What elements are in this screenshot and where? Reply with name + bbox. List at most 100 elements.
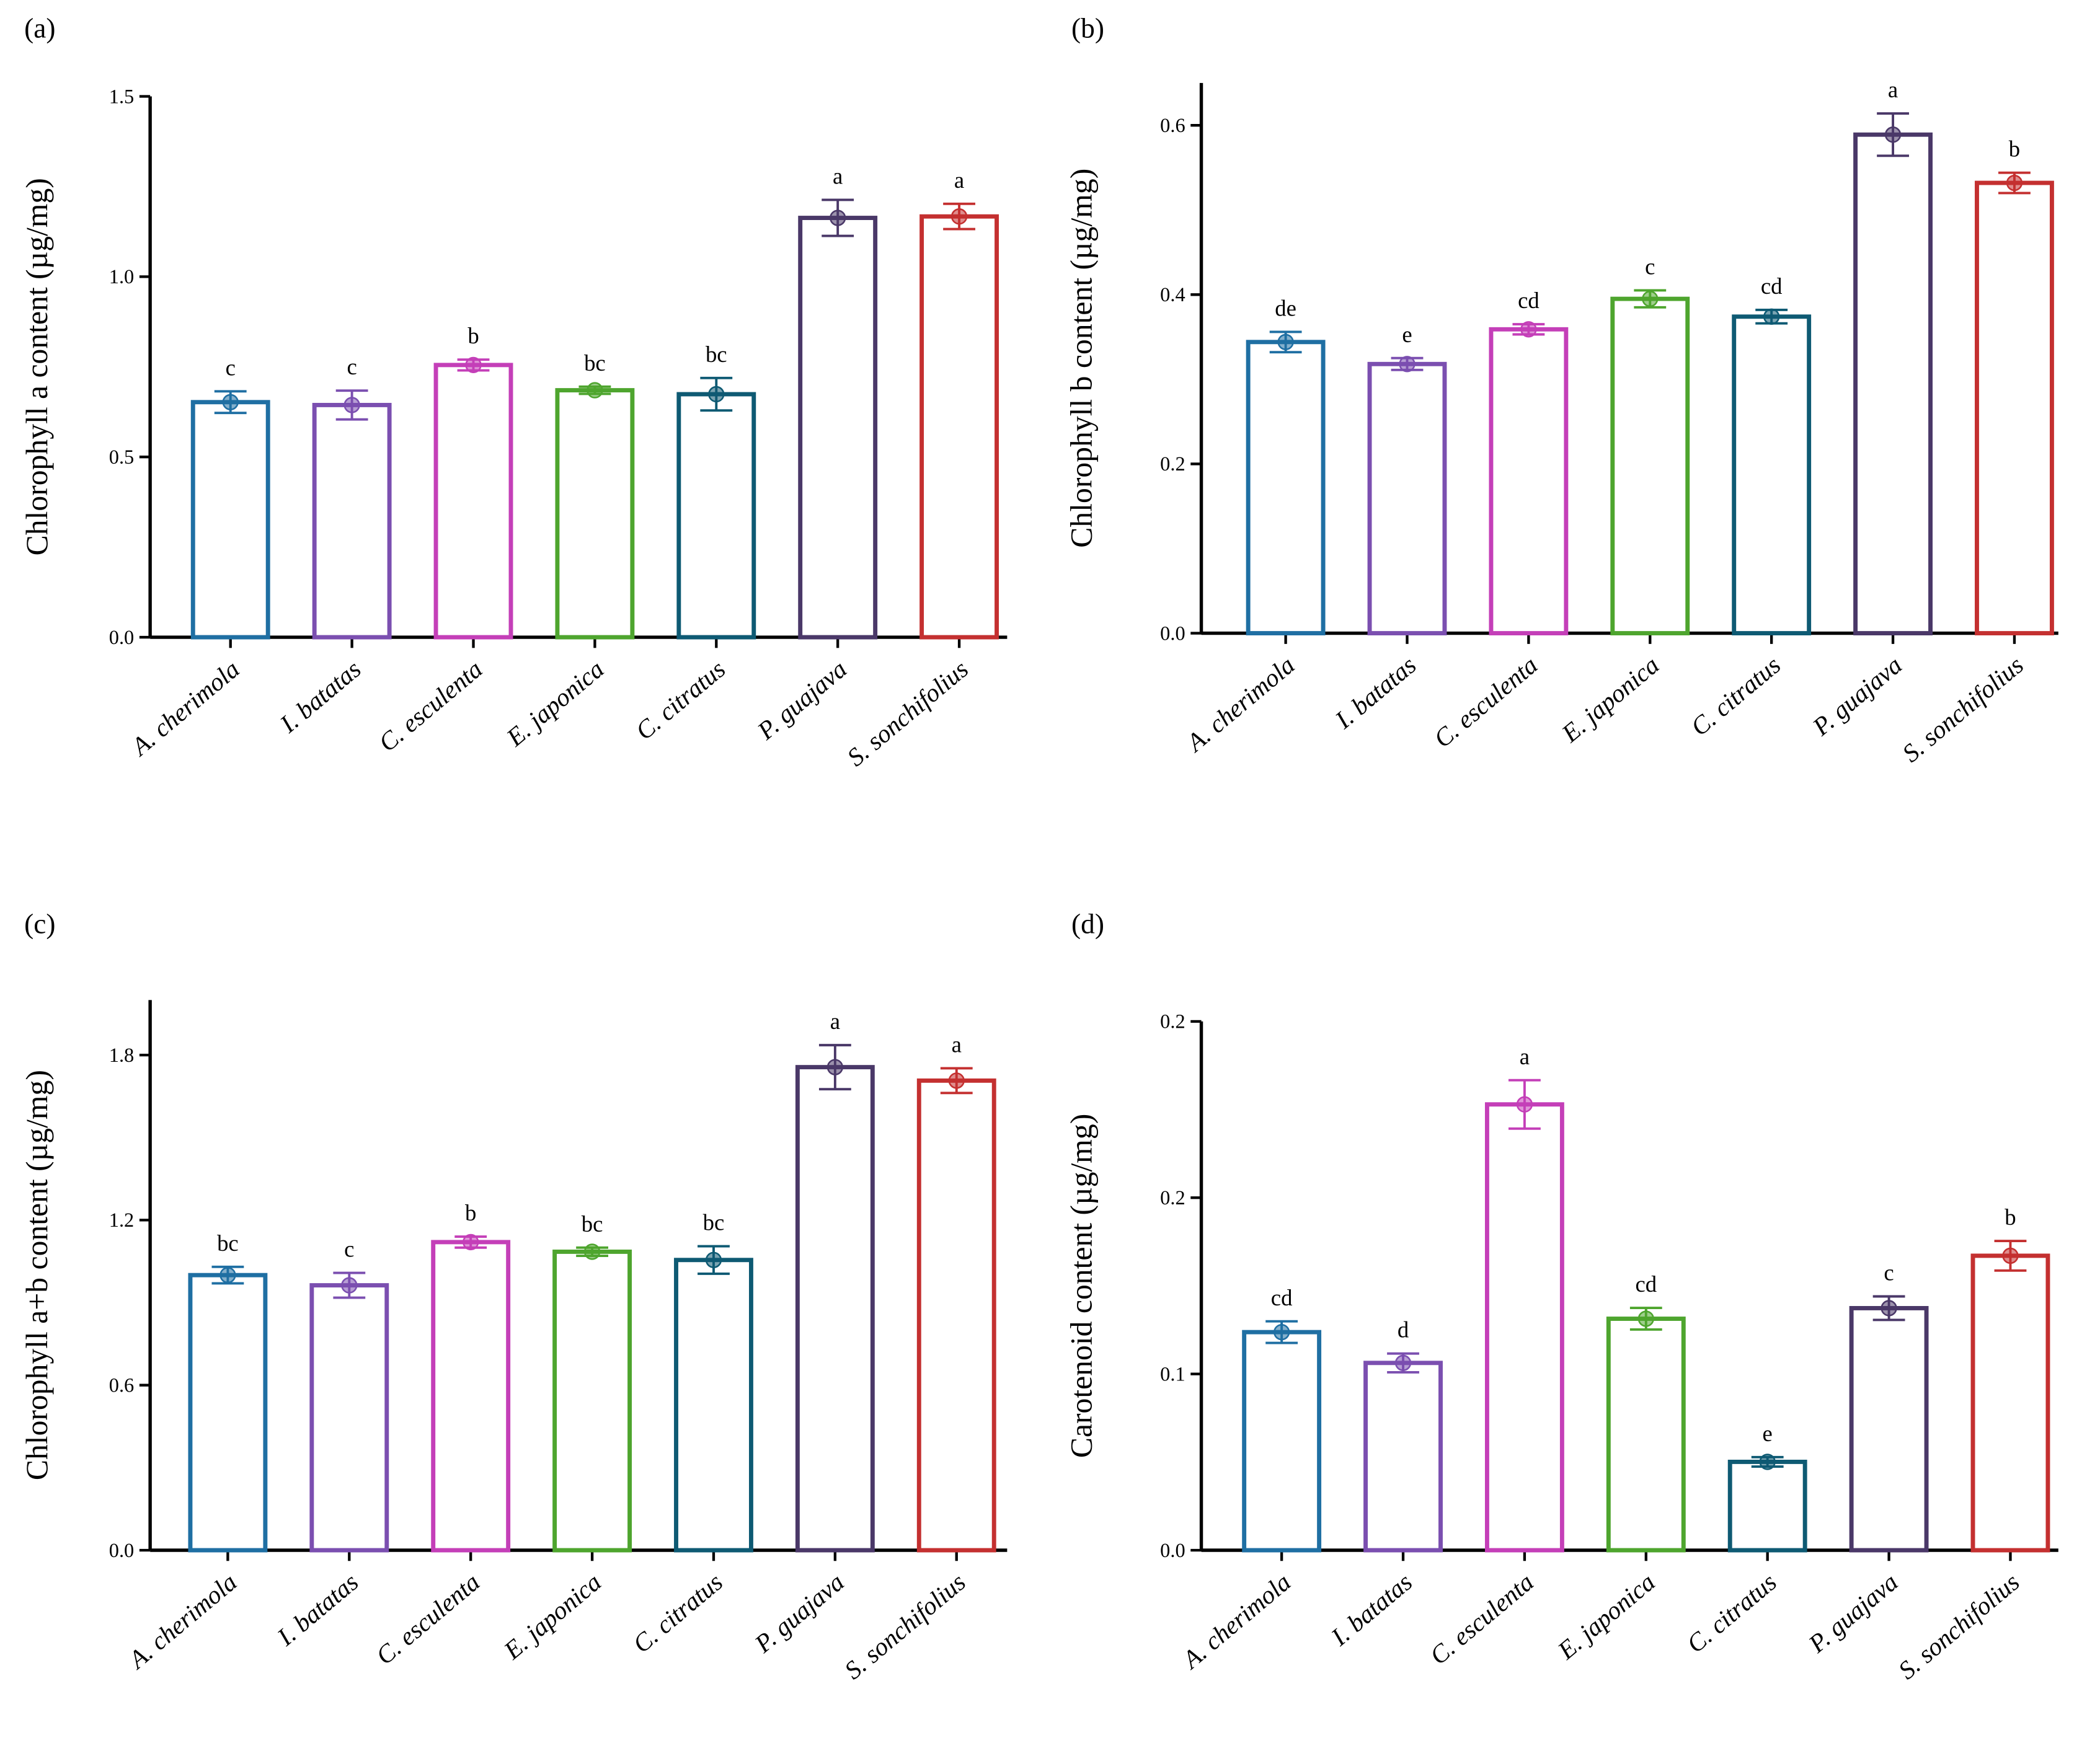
significance-letter: cd [1518, 288, 1540, 313]
bar [309, 1283, 389, 1553]
significance-letter: bc [584, 350, 606, 376]
x-tick-label: E. japonica [1552, 1568, 1660, 1665]
panel: (c) Chlorophyll a+b content (µg/mg) 0.0 0.6… [20, 908, 1008, 1685]
bar [919, 214, 999, 640]
x-tick-label: P. guajava [1802, 1568, 1903, 1659]
y-tick-label: 0.0 [109, 627, 134, 649]
mean-point [343, 397, 360, 413]
mean-point [1763, 308, 1780, 325]
y-tick-label: 0.6 [109, 1374, 134, 1397]
mean-point [222, 394, 239, 410]
y-tick-label: 1.8 [109, 1044, 134, 1067]
x-tick-label: C. citratus [630, 655, 730, 746]
significance-letter: a [1888, 77, 1898, 102]
x-tick-label: P. guajava [751, 655, 852, 746]
bar [674, 1258, 753, 1553]
mean-point [463, 1233, 479, 1251]
x-tick-label: I. batatas [1329, 650, 1422, 734]
bar [190, 400, 270, 640]
x-tick-label: S. sonchifolius [839, 1568, 971, 1685]
bar [433, 363, 513, 640]
x-tick-label: A. cherimola [125, 655, 245, 762]
y-axis-label: Chlorophyll a content (µg/mg) [20, 178, 54, 555]
significance-letter: bc [706, 342, 727, 367]
bar [1606, 1317, 1686, 1553]
y-tick-label: 0.4 [1160, 284, 1185, 306]
mean-point [2006, 174, 2023, 192]
mean-point [583, 1243, 601, 1260]
mean-point [948, 1072, 965, 1089]
bar [1484, 1102, 1564, 1553]
bar [1367, 361, 1447, 636]
mean-point [219, 1266, 236, 1284]
x-tick-label: C. esculenta [373, 655, 488, 757]
mean-point [1642, 290, 1659, 307]
bar [555, 388, 635, 640]
significance-letter: a [1520, 1044, 1530, 1069]
significance-letter: b [465, 1200, 476, 1225]
significance-letter: c [1884, 1260, 1894, 1286]
mean-point [830, 210, 846, 226]
significance-letter: cd [1761, 273, 1783, 299]
bar [1489, 327, 1569, 636]
panel-label: (d) [1071, 908, 1104, 939]
x-tick-label: I. batatas [271, 1568, 363, 1651]
y-tick-label: 0.2 [1160, 1011, 1185, 1033]
y-axis-label: Chlorophyll a+b content (µg/mg) [20, 1070, 54, 1480]
bar [1246, 340, 1326, 636]
y-tick-label: 0.0 [109, 1540, 134, 1562]
significance-letter: bc [582, 1211, 603, 1237]
x-tick-label: I. batatas [274, 655, 366, 738]
bar [1363, 1361, 1443, 1553]
mean-point [1277, 333, 1294, 350]
significance-letter: a [830, 1008, 840, 1034]
bar [312, 402, 392, 640]
bar [431, 1240, 511, 1553]
bar [798, 216, 878, 640]
mean-point [1516, 1096, 1533, 1113]
bar [1970, 1253, 2050, 1553]
x-tick-label: S. sonchifolius [1893, 1568, 2025, 1685]
mean-point [1394, 1354, 1412, 1371]
x-tick-label: C. esculenta [1429, 650, 1543, 753]
y-tick-label: 0.2 [1160, 1187, 1185, 1209]
mean-point [950, 208, 968, 225]
significance-letter: b [2005, 1204, 2016, 1230]
significance-letter: e [1402, 322, 1412, 347]
bar [795, 1065, 875, 1553]
mean-point [1637, 1310, 1654, 1327]
x-tick-label: A. cherimola [122, 1568, 242, 1675]
mean-point [826, 1059, 844, 1075]
bar [552, 1249, 632, 1553]
significance-letter: a [833, 164, 843, 189]
y-tick-label: 1.2 [109, 1209, 134, 1232]
y-tick-label: 0.6 [1160, 115, 1185, 137]
panel: (d) Carotenoid content (µg/mg) 0.0 0.1 0.2 0.… [1064, 908, 2058, 1685]
significance-letter: d [1398, 1317, 1409, 1343]
bar [1975, 180, 2054, 636]
significance-letter: c [1645, 254, 1655, 280]
bar [188, 1273, 268, 1553]
x-tick-label: C. esculenta [1424, 1568, 1539, 1670]
panel-label: (c) [24, 908, 55, 939]
x-tick-label: A. cherimola [1176, 1568, 1296, 1675]
x-tick-label: P. guajava [749, 1568, 849, 1659]
panel-label: (a) [24, 12, 55, 43]
mean-point [705, 1251, 722, 1268]
bar [916, 1078, 996, 1553]
y-tick-label: 0.0 [1160, 1540, 1185, 1562]
x-tick-label: S. sonchifolius [841, 655, 973, 772]
x-tick-label: A. cherimola [1180, 650, 1300, 757]
significance-letter: a [954, 167, 964, 193]
x-tick-label: S. sonchifolius [1897, 650, 2029, 767]
mean-point [1399, 356, 1416, 373]
y-tick-label: 0.1 [1160, 1363, 1185, 1385]
significance-letter: c [344, 1237, 354, 1262]
x-tick-label: C. citratus [1681, 1568, 1782, 1659]
x-tick-label: C. citratus [1685, 650, 1786, 741]
mean-point [587, 382, 603, 399]
x-tick-label: C. citratus [627, 1568, 728, 1659]
significance-letter: cd [1635, 1271, 1657, 1297]
y-axis-label: Carotenoid content (µg/mg) [1064, 1114, 1098, 1458]
